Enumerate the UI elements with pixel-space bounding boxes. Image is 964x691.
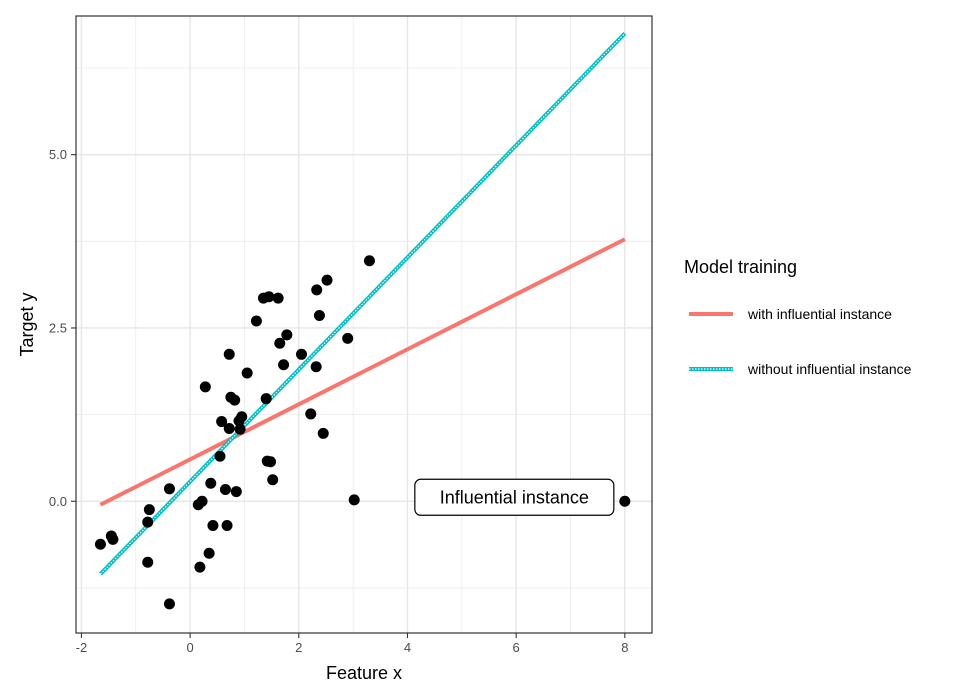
x-tick-label: -2 [76, 640, 88, 655]
data-point [236, 411, 248, 423]
legend-label-with-influential: with influential instance [747, 306, 892, 322]
data-point [105, 530, 117, 542]
x-tick-label: 6 [513, 640, 520, 655]
data-point [223, 348, 235, 360]
data-point [207, 520, 219, 532]
data-point [221, 520, 233, 532]
data-point [163, 598, 175, 610]
data-point [265, 456, 277, 468]
x-tick-label: 4 [404, 640, 411, 655]
x-tick-label: 2 [295, 640, 302, 655]
data-point [194, 561, 206, 573]
x-tick-label: 0 [186, 640, 193, 655]
legend-title: Model training [684, 257, 797, 277]
annotation: Influential instance [414, 478, 615, 516]
data-point [163, 483, 175, 495]
data-point [619, 495, 631, 507]
data-point [272, 292, 284, 304]
panel-border [75, 15, 653, 634]
data-point [263, 291, 275, 303]
data-point [267, 474, 279, 486]
data-point [214, 450, 226, 462]
data-point [94, 538, 106, 550]
data-point [196, 495, 208, 507]
data-point [274, 337, 286, 349]
y-axis-title: Target y [17, 292, 37, 356]
data-point [216, 416, 228, 428]
data-point [296, 348, 308, 360]
data-point [219, 483, 231, 495]
series-line-with-influential [99, 237, 626, 507]
data-point [230, 486, 242, 498]
data-point [142, 556, 154, 568]
data-point [348, 494, 360, 506]
y-tick-label: 5.0 [49, 147, 67, 162]
annotation-box [414, 478, 615, 516]
data-point [229, 394, 241, 406]
data-point [363, 255, 375, 267]
data-point [310, 361, 322, 373]
data-point [234, 423, 246, 435]
y-tick-label: 0.0 [49, 494, 67, 509]
data-point [317, 427, 329, 439]
data-point [281, 329, 293, 341]
data-point [223, 422, 235, 434]
series-line-without-influential-hatch [100, 32, 626, 575]
data-point [321, 274, 333, 286]
data-point [313, 309, 325, 321]
x-axis-title: Feature x [326, 663, 402, 683]
data-point [241, 367, 253, 379]
data-point [143, 504, 155, 516]
data-point [260, 393, 272, 405]
data-point [205, 477, 217, 489]
series-lines [99, 31, 627, 576]
scatter-points [94, 255, 631, 610]
data-point [305, 408, 317, 420]
data-point [203, 547, 215, 559]
legend: Model training with influential instance… [684, 257, 912, 377]
y-axis: 0.0 2.5 5.0 [49, 147, 76, 509]
data-point [142, 516, 154, 528]
data-point [278, 359, 290, 371]
x-axis: -2 0 2 4 6 8 [76, 633, 628, 655]
annotation-text: Influential instance [440, 487, 589, 507]
data-point [250, 315, 262, 327]
grid [76, 16, 652, 633]
legend-label-without-influential: without influential instance [747, 361, 912, 377]
data-point [199, 381, 211, 393]
data-point [311, 284, 323, 296]
x-tick-label: 8 [621, 640, 628, 655]
y-tick-label: 2.5 [49, 320, 67, 335]
data-point [342, 332, 354, 344]
